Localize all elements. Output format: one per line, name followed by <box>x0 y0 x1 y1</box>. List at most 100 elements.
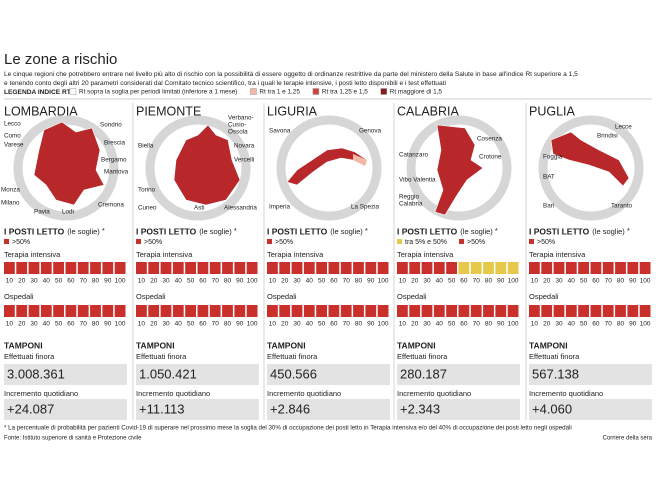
scale-tick-label: 70 <box>80 321 88 328</box>
title: Le zone a rischio <box>4 51 117 68</box>
bar-cell <box>197 262 209 274</box>
bar-cell <box>565 305 577 317</box>
value-box <box>4 399 127 420</box>
map-ring <box>13 115 119 221</box>
scale-tick-label: 80 <box>355 321 363 328</box>
place-label: Monza <box>1 187 20 194</box>
scale-tick-label: 70 <box>212 321 220 328</box>
bar-cell <box>615 305 626 317</box>
bar-cell <box>40 262 52 274</box>
region-map <box>434 124 484 216</box>
scale-tick-label: 40 <box>43 321 51 328</box>
asterisk: * <box>234 226 237 235</box>
scale-tick-label: 90 <box>236 278 244 285</box>
place-label: Cosenza <box>477 136 502 143</box>
beds-heading: I POSTI LETTO <box>267 226 328 236</box>
scale-tick-label: 10 <box>138 321 146 328</box>
scale-tick-label: 20 <box>18 321 26 328</box>
bar-cell <box>102 262 114 274</box>
bar-cell <box>114 305 126 317</box>
tests-daily-label: Incremento quotidiano <box>529 389 603 398</box>
source: Fonte: Istituto superiore di sanità e Pr… <box>4 436 142 442</box>
scale-tick-label: 100 <box>640 278 651 285</box>
tests-total: 3.008.361 <box>7 366 65 381</box>
bar-cell <box>470 262 482 274</box>
region-name: LOMBARDIA <box>4 104 78 118</box>
bar-cell <box>541 262 553 274</box>
region-map <box>173 124 241 206</box>
scale-tick-label: 80 <box>92 278 100 285</box>
scale-tick-label: 50 <box>187 278 195 285</box>
scale-tick-label: 60 <box>330 321 338 328</box>
tests-total: 1.050.421 <box>139 366 197 381</box>
bar-cell <box>602 305 614 317</box>
scale-tick-label: 30 <box>423 278 431 285</box>
scale-tick-label: 30 <box>423 321 431 328</box>
threshold-label: >50% <box>467 239 485 246</box>
scale-tick-label: 20 <box>281 321 289 328</box>
place-label: Vercelli <box>234 157 254 164</box>
place-label: Savona <box>269 128 291 135</box>
tests-total-label: Effettuati finora <box>136 352 187 361</box>
scale-tick-label: 50 <box>318 321 326 328</box>
scale-tick-label: 80 <box>224 278 232 285</box>
place-label: Milano <box>1 200 20 207</box>
bar-cell <box>197 305 209 317</box>
scale-tick-label: 90 <box>497 278 505 285</box>
scale-tick-label: 60 <box>199 278 207 285</box>
bar-cell <box>77 305 89 317</box>
bar-cell <box>507 305 519 317</box>
bar-cell <box>615 262 626 274</box>
place-label: Torino <box>138 187 156 194</box>
scale-tick-label: 80 <box>92 321 100 328</box>
bar-cell <box>328 262 340 274</box>
tests-total-label: Effettuati finora <box>529 352 580 361</box>
scale-tick-label: 50 <box>55 278 63 285</box>
scale-tick-label: 100 <box>378 321 389 328</box>
place-label: BAT <box>543 174 555 181</box>
bar-cell <box>303 262 315 274</box>
scale-tick-label: 40 <box>568 321 576 328</box>
bar-cell <box>553 262 565 274</box>
tests-heading: TAMPONI <box>136 340 175 350</box>
tests-daily-label: Incremento quotidiano <box>267 389 341 398</box>
bar-cell <box>353 262 364 274</box>
scale-tick-label: 90 <box>104 321 112 328</box>
value-box <box>397 399 520 420</box>
bar-cell <box>353 305 364 317</box>
scale-tick-label: 60 <box>67 321 75 328</box>
threshold-label: >50% <box>275 239 293 246</box>
threshold-swatch <box>4 239 9 244</box>
bar-cell <box>28 262 40 274</box>
bar-cell <box>16 262 28 274</box>
bar-cell <box>365 262 377 274</box>
legend-label: Rt tra 1 e 1,25 <box>259 89 300 96</box>
threshold-swatch <box>529 239 534 244</box>
bar-cell <box>160 305 172 317</box>
value-box <box>529 399 652 420</box>
scale-tick-label: 10 <box>6 321 14 328</box>
threshold-swatch <box>136 239 141 244</box>
scale-tick-label: 90 <box>497 321 505 328</box>
tests-daily: +4.060 <box>532 401 572 416</box>
tests-heading: TAMPONI <box>267 340 306 350</box>
bar-cell <box>148 262 160 274</box>
scale-tick-label: 30 <box>30 321 38 328</box>
beds-note: (le soglie) <box>460 227 493 236</box>
legend-title: LEGENDA INDICE RT <box>4 89 71 96</box>
threshold-label: >50% <box>144 239 162 246</box>
threshold-label: >50% <box>537 239 555 246</box>
footnote: * La percentuale di probabilità per pazi… <box>4 425 572 432</box>
scale-tick-label: 20 <box>150 321 158 328</box>
bar-cell <box>291 305 303 317</box>
tests-daily: +2.846 <box>270 401 310 416</box>
beds-note: (le soglie) <box>67 227 100 236</box>
bar-cell <box>65 305 77 317</box>
scale-tick-label: 10 <box>138 278 146 285</box>
bar-cell <box>234 305 246 317</box>
region-name: LIGURIA <box>267 104 318 118</box>
bar-cell <box>529 262 540 274</box>
map-area-light <box>353 154 367 166</box>
bar-cell <box>328 305 340 317</box>
scale-tick-label: 100 <box>247 278 258 285</box>
